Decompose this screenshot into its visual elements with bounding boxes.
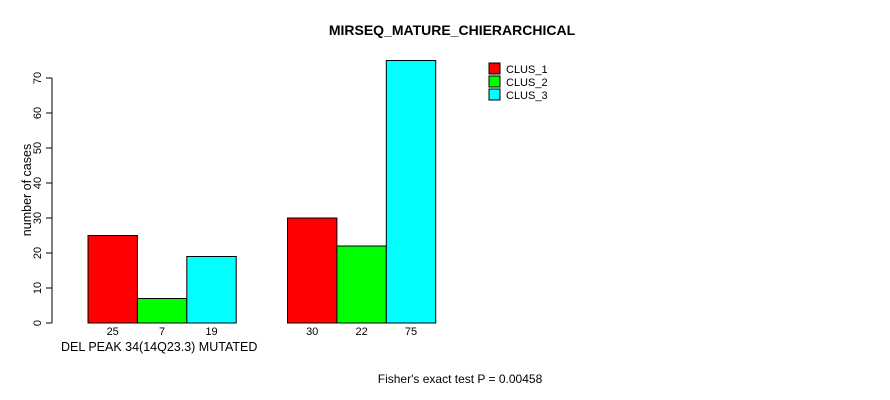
bar-clus_1-group2	[287, 217, 338, 324]
legend-label: CLUS_3	[506, 90, 548, 102]
y-axis-label: number of cases	[20, 144, 34, 236]
legend-swatch	[488, 62, 501, 75]
y-tick-label: 30	[32, 212, 44, 224]
bar-value-label: 7	[159, 326, 165, 338]
legend-swatch	[488, 88, 501, 101]
y-tick-label: 50	[32, 142, 44, 154]
bar-value-label: 25	[107, 326, 119, 338]
y-tick-label: 40	[32, 177, 44, 189]
legend-label: CLUS_1	[506, 64, 548, 76]
bar-clus_2-group2	[336, 245, 387, 324]
bars-group	[87, 60, 437, 324]
bar-value-label: 22	[355, 326, 367, 338]
chart-title: MIRSEQ_MATURE_CHIERARCHICAL	[329, 22, 576, 38]
y-tick-label: 0	[32, 320, 44, 326]
bar-clus_2-group1	[136, 298, 188, 324]
y-tick-label: 60	[32, 107, 44, 119]
legend-swatch	[488, 75, 501, 88]
y-tick-label: 70	[32, 72, 44, 84]
bar-value-label: 75	[405, 326, 417, 338]
bar-value-labels: 25 7 19 30 22 75	[107, 326, 418, 338]
y-axis: 0 10 20 30 40 50 60 70	[32, 72, 53, 326]
y-tick-label: 10	[32, 282, 44, 294]
bar-clus_3-group2	[385, 60, 437, 324]
footer-stat: Fisher's exact test P = 0.00458	[378, 372, 543, 386]
bar-value-label: 30	[306, 326, 318, 338]
bar-clus_1-group1	[87, 235, 138, 324]
y-tick-label: 20	[32, 247, 44, 259]
legend-label: CLUS_2	[506, 77, 548, 89]
x-axis-label: DEL PEAK 34(14Q23.3) MUTATED	[61, 340, 257, 354]
bar-value-label: 19	[205, 326, 217, 338]
bar-clus_3-group1	[186, 256, 237, 324]
